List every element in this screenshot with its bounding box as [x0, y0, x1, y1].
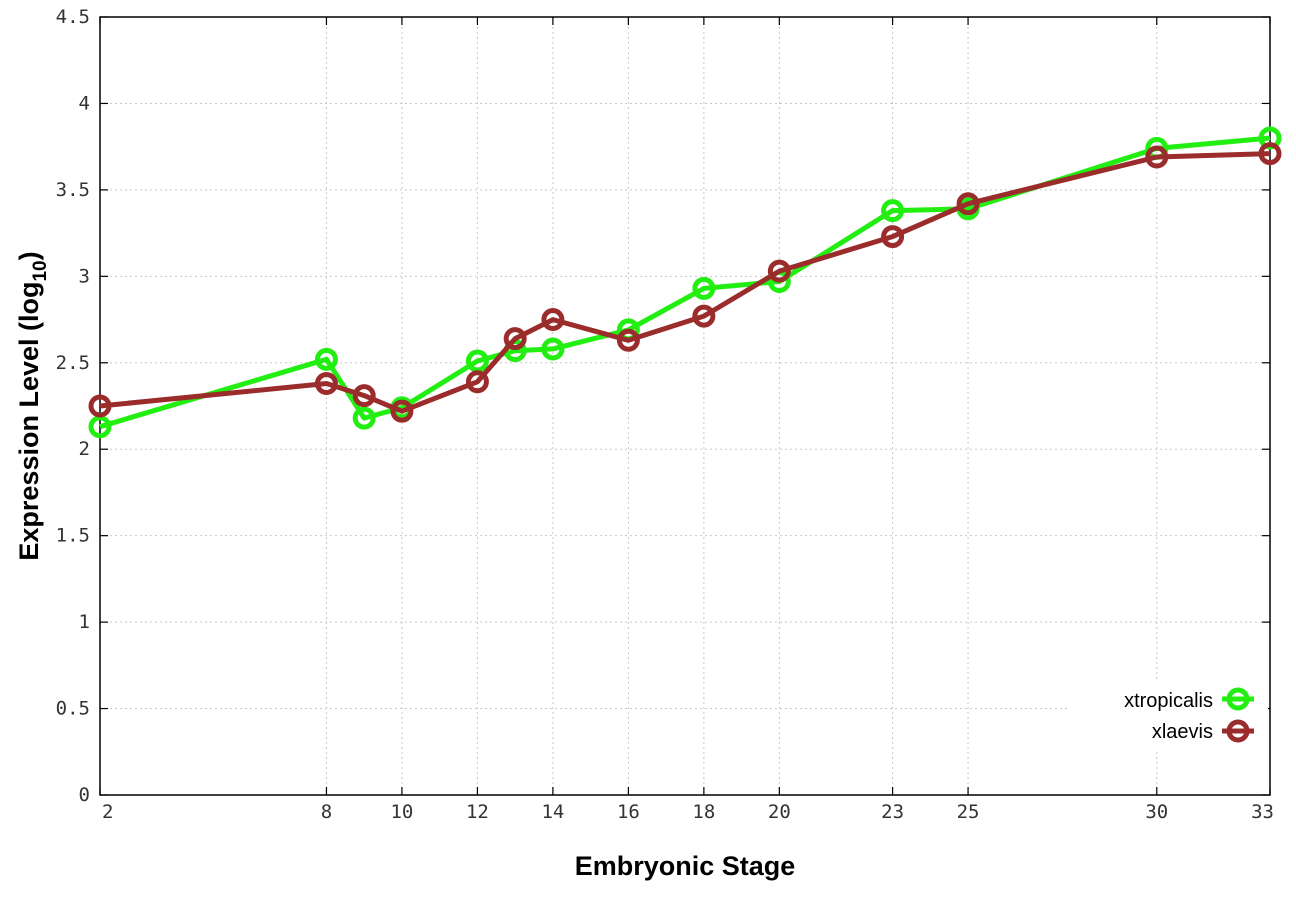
data-point-xlaevis [465, 370, 489, 394]
data-point-xtropicalis [465, 349, 489, 373]
legend-label-xtropicalis: xtropicalis [1124, 690, 1213, 712]
y-tick-label: 4.5 [56, 6, 90, 28]
legend-label-xlaevis: xlaevis [1152, 721, 1213, 743]
data-point-xtropicalis [692, 276, 716, 300]
x-tick-label: 10 [390, 801, 413, 823]
x-tick-label: 2 [102, 801, 113, 823]
y-axis: 0 0.5 1 1.5 2 2.5 3 3.5 4 4.5 [56, 6, 1270, 806]
y-tick-label: 2.5 [56, 352, 90, 374]
y-axis-title: Expression Level (log10) [14, 251, 51, 560]
series-layer [88, 126, 1282, 439]
data-point-xlaevis [390, 399, 414, 423]
data-point-xlaevis [956, 192, 980, 216]
x-axis-title: Embryonic Stage [575, 851, 796, 881]
x-tick-label: 23 [881, 801, 904, 823]
data-point-xlaevis [88, 394, 112, 418]
y-tick-label: 0.5 [56, 698, 90, 720]
x-tick-label: 20 [768, 801, 791, 823]
y-tick-label: 1.5 [56, 525, 90, 547]
data-point-xlaevis [1258, 142, 1282, 166]
series-line-xtropicalis [99, 135, 1271, 430]
data-point-xlaevis [541, 308, 565, 332]
data-point-xtropicalis [352, 406, 376, 430]
legend-marker-xlaevis [1226, 719, 1250, 743]
data-point-xlaevis [503, 327, 527, 351]
data-point-xtropicalis [314, 347, 338, 371]
y-axis-title-close: ) [14, 251, 44, 260]
x-tick-label: 14 [541, 801, 564, 823]
x-tick-label: 30 [1145, 801, 1168, 823]
y-axis-title-main: Expression Level (log [14, 282, 44, 561]
y-tick-label: 3 [79, 265, 90, 287]
y-tick-label: 3.5 [56, 179, 90, 201]
x-tick-label: 16 [617, 801, 640, 823]
data-point-xtropicalis [881, 199, 905, 223]
x-tick-label: 18 [692, 801, 715, 823]
data-point-xlaevis [1145, 145, 1169, 169]
x-tick-label: 25 [957, 801, 980, 823]
data-point-xlaevis [881, 225, 905, 249]
data-point-xtropicalis [541, 337, 565, 361]
data-point-xlaevis [692, 304, 716, 328]
data-point-xlaevis [314, 372, 338, 396]
y-tick-label: 0 [79, 784, 90, 806]
data-point-xlaevis [616, 328, 640, 352]
x-tick-label: 8 [321, 801, 332, 823]
x-tick-label: 33 [1251, 801, 1274, 823]
y-tick-label: 4 [79, 92, 90, 114]
x-tick-label: 12 [466, 801, 489, 823]
x-axis: 2 8 10 12 14 16 18 20 23 25 30 33 [99, 17, 1274, 823]
y-tick-label: 1 [79, 611, 90, 633]
series-xlaevis [88, 142, 1282, 423]
data-point-xlaevis [767, 259, 791, 283]
grid [100, 17, 1270, 795]
data-point-xtropicalis [88, 415, 112, 439]
plot-frame [99, 16, 1271, 796]
data-point-xlaevis [352, 384, 376, 408]
y-axis-title-subscript: 10 [30, 260, 51, 281]
y-tick-label: 2 [79, 438, 90, 460]
legend-marker-xtropicalis [1226, 687, 1250, 711]
legend: xtropicalis xlaevis [1068, 680, 1268, 750]
